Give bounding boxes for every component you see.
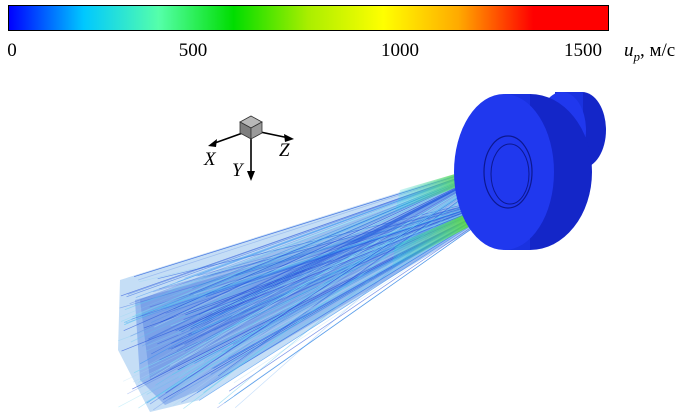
colorbar-tick-0: 0 [7, 40, 17, 61]
quantity-unit: , м/с [640, 40, 676, 61]
spray-streak [121, 188, 529, 352]
colorbar-tick-500: 500 [178, 40, 208, 61]
axes-triad: X Y Z [203, 115, 294, 181]
colorbar-tick-1500: 1500 [564, 40, 602, 61]
colorbar [8, 5, 609, 31]
colorbar-label: up, м/с [624, 40, 675, 65]
quantity-symbol: u [624, 40, 634, 61]
axis-z-label: Z [279, 140, 290, 161]
axis-y-label: Y [232, 160, 245, 181]
colorbar-tick-1000: 1000 [381, 40, 419, 61]
quantity-subscript: p [633, 48, 641, 64]
nozzle-body [454, 92, 606, 250]
axis-x-label: X [203, 149, 217, 170]
